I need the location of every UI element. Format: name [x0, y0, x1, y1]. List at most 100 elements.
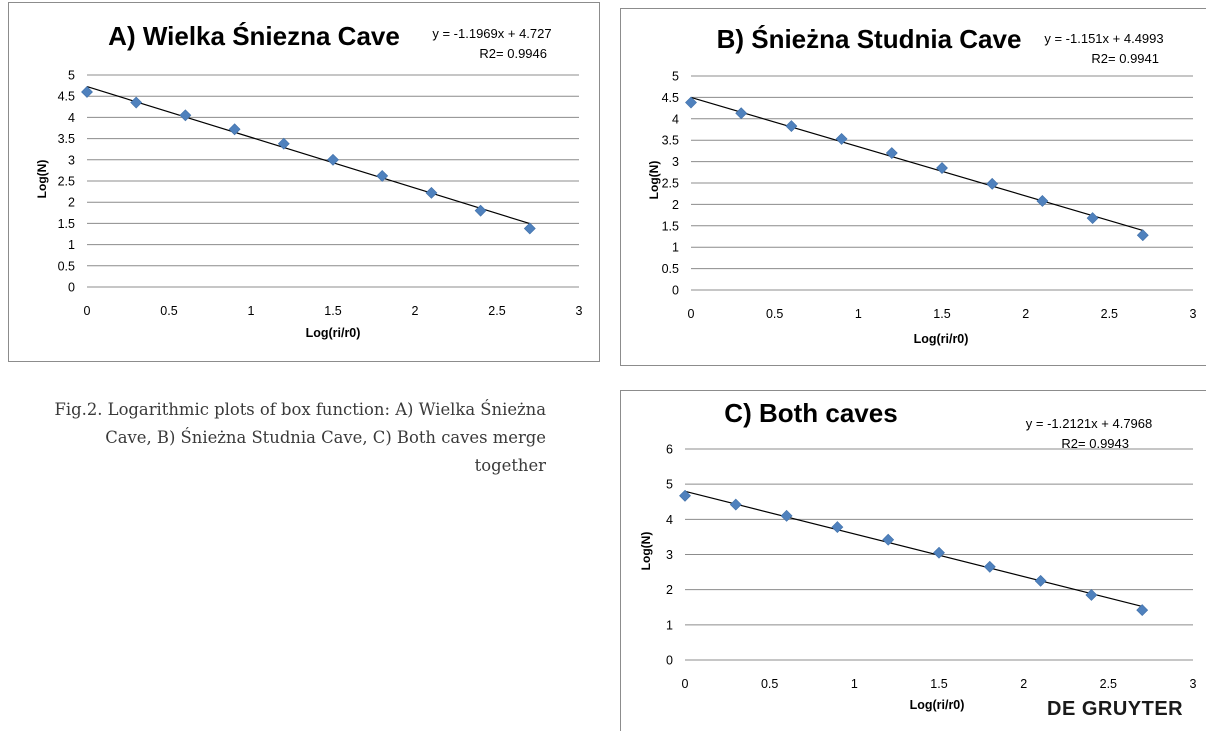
data-point-a [425, 186, 438, 199]
data-point-c [831, 521, 844, 533]
y-tick-label-a: 2.5 [58, 175, 75, 189]
y-tick-label-b: 4 [672, 112, 679, 126]
trendline-a [86, 86, 530, 225]
data-point-a [376, 169, 389, 182]
data-point-b [735, 107, 748, 120]
x-tick-label-b: 3 [1190, 307, 1197, 321]
data-point-a [327, 153, 339, 166]
y-tick-label-b: 4.5 [662, 91, 679, 105]
y-tick-label-b: 3.5 [662, 134, 679, 148]
trendline-equation-c: y = -1.2121x + 4.7968 [1026, 416, 1152, 431]
x-tick-label-c: 0 [682, 677, 689, 691]
x-tick-label-c: 1.5 [930, 677, 947, 691]
x-tick-label-b: 1 [855, 307, 862, 321]
data-point-b [936, 162, 948, 174]
data-point-c [780, 509, 793, 522]
y-tick-label-b: 2.5 [662, 177, 679, 191]
data-point-b [986, 177, 999, 190]
data-point-c [983, 560, 996, 573]
x-tick-label-b: 1.5 [933, 307, 950, 321]
x-axis-title-a: Log(ri/r0) [306, 326, 361, 340]
chart-title-a: A) Wielka Śniezna Cave [108, 21, 400, 51]
data-point-c [679, 489, 691, 502]
chart-panel-c: 0 1 2 3 4 5 6 0 0.5 1 1.5 2 2.5 3 C) Both caves y = -1.… [620, 390, 1206, 731]
y-tick-label-c: 1 [666, 618, 673, 632]
x-tick-label-c: 3 [1190, 677, 1197, 691]
x-tick-label-c: 1 [851, 677, 858, 691]
y-tick-label-b: 0 [672, 284, 679, 298]
y-axis-title-a: Log(N) [35, 160, 49, 199]
y-tick-label-c: 5 [666, 478, 673, 492]
data-point-a [130, 96, 143, 109]
r-squared-label-c: R2= 0.9943 [1061, 436, 1129, 451]
y-tick-label-c: 0 [666, 654, 673, 668]
y-tick-label-a: 3.5 [58, 132, 75, 146]
x-tick-label-a: 2 [412, 304, 419, 318]
data-point-c [1136, 604, 1149, 616]
y-tick-label-c: 4 [666, 513, 673, 527]
data-point-c [1085, 589, 1098, 601]
y-tick-label-a: 4.5 [58, 90, 75, 104]
x-tick-label-b: 0 [688, 307, 695, 321]
y-tick-label-b: 5 [672, 70, 679, 84]
data-point-b [1036, 195, 1049, 207]
r-squared-label-a: R2= 0.9946 [479, 46, 547, 61]
data-point-b [1136, 229, 1149, 242]
y-tick-label-a: 4 [68, 111, 75, 125]
y-tick-label-a: 2 [68, 196, 75, 210]
x-axis-title-b: Log(ri/r0) [914, 332, 969, 346]
data-point-b [885, 147, 898, 159]
data-point-c [729, 498, 742, 511]
trendline-b [690, 96, 1143, 232]
x-tick-label-a: 0.5 [160, 304, 177, 318]
y-tick-label-a: 5 [68, 69, 75, 83]
trendline-equation-a: y = -1.1969x + 4.727 [432, 26, 551, 41]
y-tick-label-a: 3 [68, 153, 75, 167]
y-tick-label-a: 0.5 [58, 259, 75, 273]
x-tick-label-a: 3 [576, 304, 583, 318]
x-tick-label-a: 1 [248, 304, 255, 318]
data-point-c [933, 546, 945, 559]
x-axis-title-c: Log(ri/r0) [910, 698, 965, 712]
r-squared-label-b: R2= 0.9941 [1091, 51, 1159, 66]
data-point-a [523, 222, 536, 235]
x-tick-label-c: 2 [1020, 677, 1027, 691]
chart-a-svg: 0 0.5 1 1.5 2 2.5 3 3.5 4 4.5 5 0 0.5 1 1.5 2 2.5 3 A) Wie… [35, 21, 583, 340]
y-tick-label-c: 2 [666, 583, 673, 597]
x-tick-label-b: 0.5 [766, 307, 783, 321]
x-tick-label-c: 2.5 [1100, 677, 1117, 691]
data-point-b [1086, 212, 1099, 225]
data-point-a [179, 109, 192, 122]
y-tick-label-b: 1.5 [662, 219, 679, 233]
y-axis-title-b: Log(N) [647, 161, 661, 200]
data-point-a [474, 204, 487, 217]
chart-c-svg: 0 1 2 3 4 5 6 0 0.5 1 1.5 2 2.5 3 C) Both caves y = -1.… [639, 398, 1197, 712]
y-tick-label-a: 0 [68, 281, 75, 295]
y-tick-label-b: 0.5 [662, 262, 679, 276]
y-tick-label-a: 1 [68, 238, 75, 252]
y-tick-label-a: 1.5 [58, 217, 75, 231]
chart-title-c: C) Both caves [724, 398, 897, 428]
x-tick-label-c: 0.5 [761, 677, 778, 691]
y-tick-label-b: 1 [672, 241, 679, 255]
y-axis-title-c: Log(N) [639, 532, 653, 571]
chart-panel-a: 0 0.5 1 1.5 2 2.5 3 3.5 4 4.5 5 0 0.5 1 1.5 2 2.5 3 A) Wie… [8, 2, 600, 362]
data-point-a [81, 86, 93, 98]
x-tick-label-a: 1.5 [324, 304, 341, 318]
data-point-b [685, 96, 697, 109]
chart-panel-b: 0 0.5 1 1.5 2 2.5 3 3.5 4 4.5 5 0 0.5 1 1.5 2 2.5 3 B) Śni… [620, 8, 1206, 366]
data-point-b [785, 120, 798, 133]
chart-title-b: B) Śnieżna Studnia Cave [717, 24, 1022, 54]
data-point-c [1034, 574, 1047, 587]
data-point-b [835, 132, 848, 145]
publisher-logo-text: DE GRUYTER [1047, 698, 1184, 720]
x-tick-label-b: 2.5 [1101, 307, 1118, 321]
x-tick-label-a: 2.5 [488, 304, 505, 318]
y-tick-label-c: 6 [666, 443, 673, 457]
trendline-equation-b: y = -1.151x + 4.4993 [1044, 31, 1163, 46]
figure-caption: Fig.2. Logarithmic plots of box function… [54, 400, 546, 475]
data-point-a [228, 123, 241, 136]
trendline-c [684, 490, 1143, 607]
x-tick-label-a: 0 [84, 304, 91, 318]
data-point-c [882, 533, 895, 546]
